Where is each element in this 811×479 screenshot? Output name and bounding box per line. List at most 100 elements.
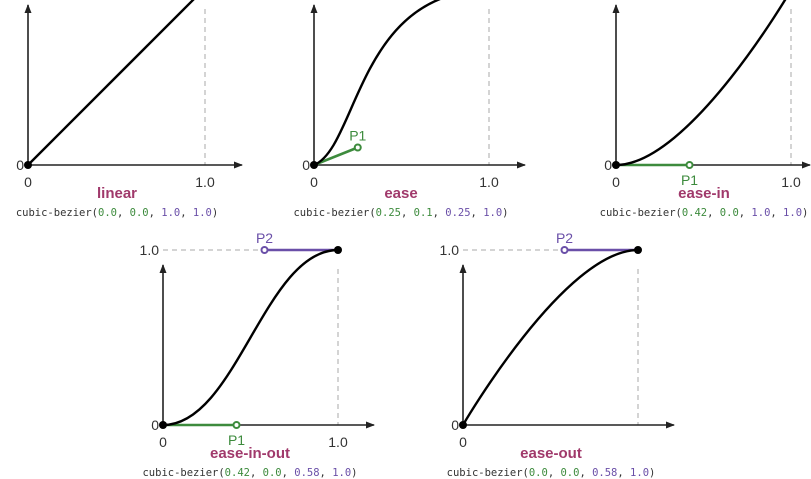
p2-label: P2: [556, 230, 573, 246]
p1-point: [685, 161, 694, 169]
timing-function-name: ease-in-out: [210, 445, 290, 462]
timing-curve: [27, 0, 195, 166]
p2-point: [560, 246, 569, 254]
end-point: [334, 246, 342, 254]
formula-value: 0.1: [414, 207, 433, 219]
formula-value: 0.0: [130, 207, 149, 219]
tick-label-x0: 0: [310, 174, 318, 190]
formula-value: 0.42: [225, 467, 250, 479]
formula-function: cubic-bezier(: [142, 467, 224, 479]
formula-value: 0.0: [720, 207, 739, 219]
formula-punctuation: ,: [250, 467, 263, 479]
formula-punctuation: ): [351, 467, 357, 479]
tick-label-y1: 1.0: [140, 242, 160, 258]
formula-value: 1.0: [783, 207, 802, 219]
formula-value: 1.0: [161, 207, 180, 219]
start-point: [24, 161, 32, 169]
diagram-ease-in-out: 1.0 00 1.0 P1 P2 ease-in-out cubic-bezier(0.42…: [140, 230, 375, 479]
p1-handle: [313, 146, 359, 167]
start-point: [459, 421, 467, 429]
p2-point: [260, 246, 269, 254]
p2-label: P2: [256, 230, 273, 246]
cubic-bezier-formula: cubic-bezier(0.0, 0.0, 1.0, 1.0): [16, 207, 218, 219]
tick-label-y0: 0: [16, 157, 24, 173]
timing-curve: [162, 248, 339, 427]
formula-punctuation: ,: [770, 207, 783, 219]
p1-label: P1: [228, 432, 245, 448]
tick-label-y0: 0: [604, 157, 612, 173]
formula-value: 0.58: [294, 467, 319, 479]
formula-punctuation: ,: [320, 467, 333, 479]
formula-punctuation: ): [802, 207, 808, 219]
timing-curve: [461, 248, 639, 426]
formula-function: cubic-bezier(: [293, 207, 375, 219]
formula-value: 0.42: [682, 207, 707, 219]
formula-punctuation: ,: [282, 467, 295, 479]
formula-function: cubic-bezier(: [600, 207, 682, 219]
timing-curve: [313, 0, 442, 167]
tick-label-x1: 1.0: [479, 174, 499, 190]
formula-punctuation: ,: [433, 207, 446, 219]
p1-label: P1: [349, 128, 366, 144]
tick-label-x1: 1.0: [781, 174, 801, 190]
cubic-bezier-formula: cubic-bezier(0.42, 0.0, 1.0, 1.0): [600, 207, 809, 219]
start-point: [310, 161, 318, 169]
formula-punctuation: ,: [579, 467, 592, 479]
formula-value: 0.0: [560, 467, 579, 479]
end-point: [634, 246, 642, 254]
timing-function-name: ease: [384, 185, 417, 202]
start-point: [612, 161, 620, 169]
formula-punctuation: ): [212, 207, 218, 219]
formula-value: 0.0: [263, 467, 282, 479]
formula-punctuation: ,: [548, 467, 561, 479]
timing-function-name: ease-in: [678, 185, 730, 202]
cubic-bezier-formula: cubic-bezier(0.42, 0.0, 0.58, 1.0): [142, 467, 357, 479]
formula-punctuation: ,: [149, 207, 162, 219]
formula-function: cubic-bezier(: [447, 467, 529, 479]
formula-value: 1.0: [332, 467, 351, 479]
tick-label-x0: 0: [459, 434, 467, 450]
formula-punctuation: ,: [617, 467, 630, 479]
tick-label-x0: 0: [24, 174, 32, 190]
formula-value: 1.0: [630, 467, 649, 479]
formula-punctuation: ): [649, 467, 655, 479]
timing-function-name: linear: [97, 185, 137, 202]
start-point: [159, 421, 167, 429]
cubic-bezier-formula: cubic-bezier(0.0, 0.0, 0.58, 1.0): [447, 467, 656, 479]
formula-punctuation: ,: [117, 207, 130, 219]
cubic-bezier-formula: cubic-bezier(0.25, 0.1, 0.25, 1.0): [293, 207, 508, 219]
tick-label-y0: 0: [151, 417, 159, 433]
timing-function-name: ease-out: [520, 445, 582, 462]
formula-value: 0.25: [376, 207, 401, 219]
tick-label-x0: 0: [159, 434, 167, 450]
formula-value: 1.0: [483, 207, 502, 219]
p1-point: [353, 143, 362, 152]
p1-label: P1: [681, 172, 698, 188]
formula-punctuation: ,: [739, 207, 752, 219]
formula-punctuation: ,: [180, 207, 193, 219]
p1-point: [232, 421, 241, 429]
tick-label-x1: 1.0: [328, 434, 348, 450]
formula-punctuation: ): [502, 207, 508, 219]
tick-label-y0: 0: [451, 417, 459, 433]
tick-label-x1: 1.0: [195, 174, 215, 190]
formula-punctuation: ,: [401, 207, 414, 219]
formula-punctuation: ,: [707, 207, 720, 219]
formula-value: 0.0: [529, 467, 548, 479]
tick-label-y1: 1.0: [440, 242, 460, 258]
timing-curve: [615, 0, 787, 167]
formula-value: 1.0: [751, 207, 770, 219]
formula-value: 0.0: [98, 207, 117, 219]
formula-punctuation: ,: [471, 207, 484, 219]
formula-function: cubic-bezier(: [16, 207, 98, 219]
tick-label-x0: 0: [612, 174, 620, 190]
tick-label-y0: 0: [302, 157, 310, 173]
formula-value: 0.25: [445, 207, 470, 219]
formula-value: 0.58: [592, 467, 617, 479]
formula-value: 1.0: [193, 207, 212, 219]
